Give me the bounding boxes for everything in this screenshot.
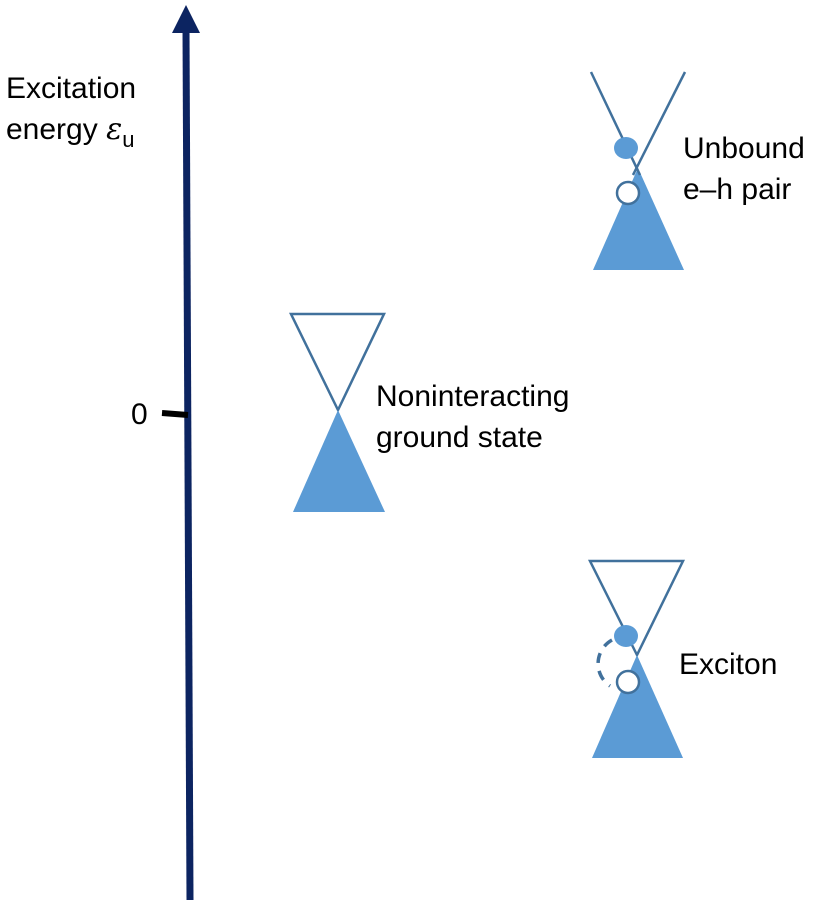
zero-tick [161, 410, 189, 418]
unbound-pair-cone [589, 71, 687, 270]
unbound-pair-label-line2: e–h pair [683, 173, 792, 206]
exciton-electron-dot [614, 625, 638, 647]
exciton-binding-arc [596, 638, 613, 688]
exciton-valence-band [592, 655, 683, 758]
exciton-hole-circle [615, 669, 641, 695]
unbound-hole-circle [615, 180, 641, 206]
ground-state-label-line1: Noninteracting [376, 380, 570, 413]
unbound-pair-label-line1: Unbound [683, 132, 805, 165]
energy-axis-line [182, 29, 194, 901]
axis-label-line2: energy εu [6, 109, 136, 152]
energy-axis-arrowhead [172, 5, 200, 33]
unbound-electron-dot [614, 137, 638, 159]
ground-state-label: Noninteracting ground state [376, 376, 569, 458]
axis-label-word: energy [6, 113, 98, 146]
axis-label-symbol: ε [106, 112, 123, 147]
ground-conduction-band [288, 312, 386, 413]
exciton-conduction-band [587, 559, 686, 658]
ground-valence-band [293, 410, 385, 512]
ground-state-cone [288, 312, 386, 512]
unbound-band-right-line [631, 71, 687, 176]
exciton-label: Exciton [679, 648, 778, 681]
ground-state-label-line2: ground state [376, 421, 543, 454]
unbound-valence-band [593, 168, 684, 270]
zero-tick-label: 0 [131, 398, 148, 431]
unbound-band-left-line [589, 71, 642, 176]
energy-axis [161, 5, 200, 901]
axis-label: Excitation energy εu [6, 68, 136, 152]
exciton-cone [587, 559, 686, 758]
unbound-pair-label: Unbound e–h pair [683, 128, 805, 210]
axis-label-subscript: u [122, 127, 135, 152]
axis-label-line1: Excitation [6, 72, 137, 105]
